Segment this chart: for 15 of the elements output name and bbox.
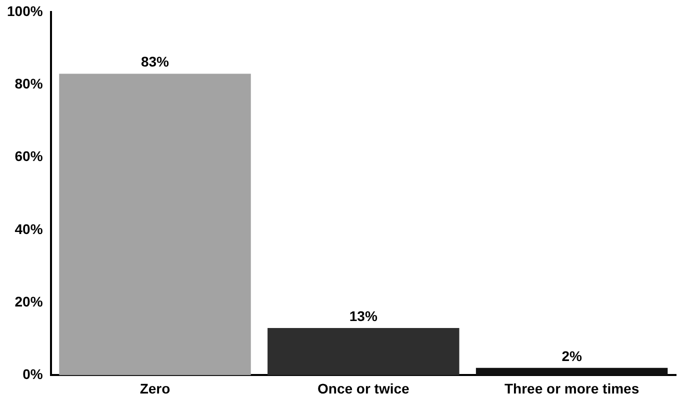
- y-tick-label: 40%: [14, 220, 44, 237]
- x-tick-label: Zero: [140, 380, 170, 396]
- y-tick-label: 60%: [14, 148, 44, 164]
- bar: [59, 74, 251, 376]
- y-tick-label: 80%: [14, 76, 44, 92]
- bar: [476, 368, 668, 376]
- data-label: 2%: [562, 348, 582, 364]
- data-label: 83%: [140, 54, 170, 70]
- x-tick-label: Three or more times: [504, 380, 640, 396]
- y-tick-label: 0%: [22, 366, 44, 382]
- data-label: 13%: [349, 308, 378, 324]
- y-tick-label: 100%: [6, 2, 44, 19]
- y-tick-label: 20%: [14, 293, 44, 310]
- x-tick-label: Once or twice: [317, 380, 410, 396]
- bar: [268, 328, 460, 376]
